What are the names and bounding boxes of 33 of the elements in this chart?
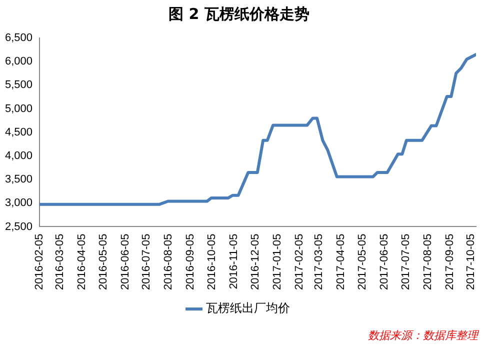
x-tick-label: 2017-10-05 <box>465 234 478 290</box>
x-tick-label: 2016-02-05 <box>34 234 46 290</box>
y-tick-label: 3,000 <box>4 197 33 210</box>
x-tick-label: 2016-09-05 <box>184 234 197 290</box>
y-tick-label: 2,500 <box>4 220 33 233</box>
legend-label: 瓦楞纸出厂均价 <box>206 301 290 316</box>
x-tick-label: 2016-07-05 <box>140 234 153 290</box>
y-tick-label: 6,500 <box>4 32 33 44</box>
x-tick-label: 2017-06-05 <box>378 234 390 290</box>
source-note: 数据来源：数据库整理 <box>368 328 478 343</box>
x-tick-label: 2016-08-05 <box>162 234 175 290</box>
y-tick-label: 5,500 <box>4 79 33 92</box>
x-tick-label: 2017-07-05 <box>400 234 412 290</box>
chart-title: 图 2 瓦楞纸价格走势 <box>168 4 310 23</box>
x-tick-label: 2016-12-05 <box>249 234 262 290</box>
x-tick-label: 2017-08-05 <box>422 234 434 290</box>
x-tick-label: 2017-03-05 <box>313 234 326 290</box>
y-tick-label: 4,000 <box>4 150 33 162</box>
x-tick-label: 2016-05-05 <box>97 234 110 290</box>
x-tick-label: 2017-09-05 <box>444 234 456 290</box>
y-tick-label: 6,000 <box>4 56 33 68</box>
x-tick-label: 2016-11-05 <box>228 234 240 290</box>
y-tick-label: 4,500 <box>4 126 33 138</box>
x-tick-label: 2016-03-05 <box>54 234 66 290</box>
y-tick-label: 5,000 <box>4 102 33 115</box>
x-tick-label: 2017-05-05 <box>356 234 368 290</box>
x-tick-label: 2016-06-05 <box>119 234 132 290</box>
x-tick-label: 2017-01-05 <box>271 234 284 290</box>
x-tick-label: 2016-10-05 <box>206 234 218 290</box>
y-tick-label: 3,500 <box>4 174 33 186</box>
x-tick-label: 2017-04-05 <box>335 234 348 290</box>
x-tick-label: 2017-02-05 <box>293 234 306 290</box>
x-tick-label: 2016-04-05 <box>76 234 88 290</box>
